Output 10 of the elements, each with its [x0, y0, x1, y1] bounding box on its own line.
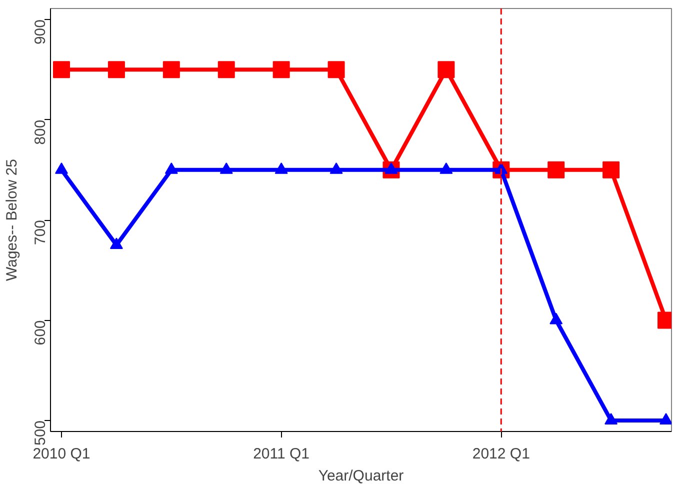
- y-tick-label: 800: [32, 120, 49, 145]
- y-tick-label: 500: [32, 420, 49, 446]
- x-tick-label: 2012 Q1: [472, 446, 530, 462]
- x-axis-title: Year/Quarter: [318, 468, 404, 484]
- y-axis-title: Wages-- Below 25: [4, 158, 20, 281]
- y-tick-label: 900: [32, 20, 49, 45]
- x-tick-label: 2010 Q1: [32, 446, 90, 462]
- y-tick-label: 700: [32, 220, 49, 246]
- y-tick-label: 600: [32, 320, 49, 346]
- x-tick-label: 2011 Q1: [253, 446, 310, 462]
